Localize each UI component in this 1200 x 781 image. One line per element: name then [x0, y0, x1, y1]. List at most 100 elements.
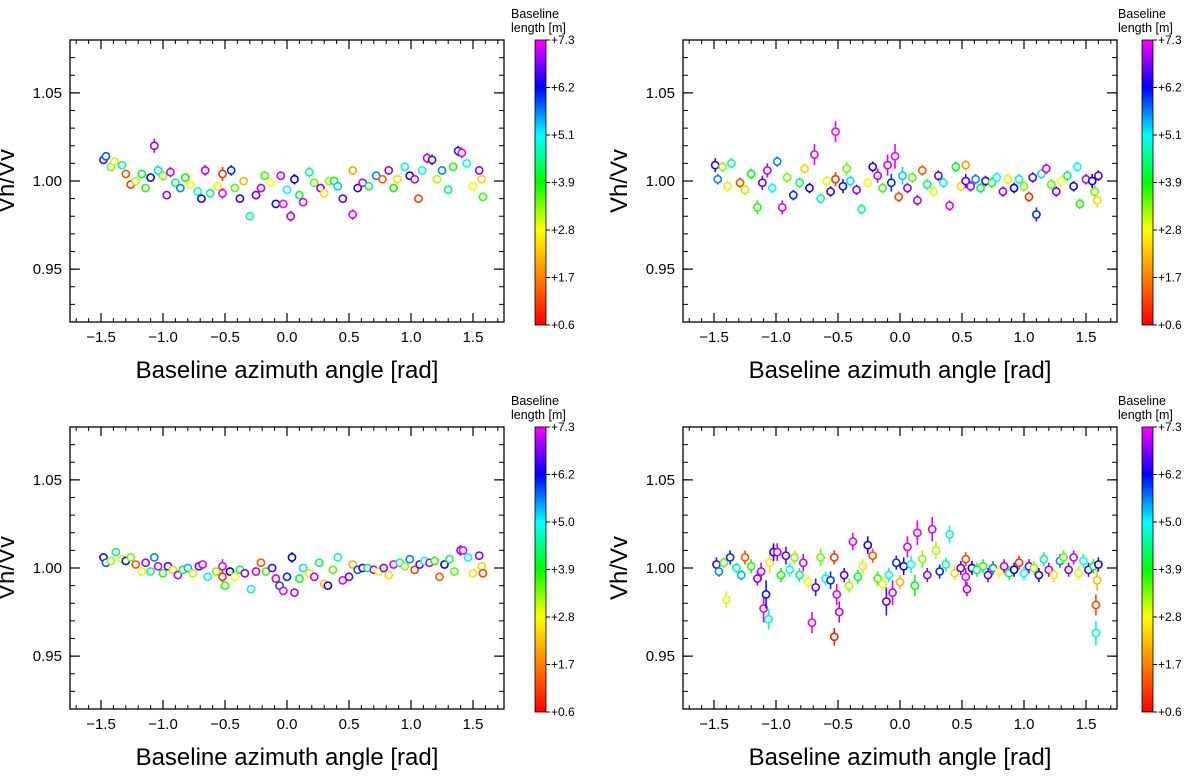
x-tick-label: 0.0: [890, 329, 911, 346]
data-point: [344, 572, 354, 582]
data-point: [898, 171, 907, 181]
data-point: [309, 178, 319, 188]
data-point: [149, 141, 159, 151]
data-point: [278, 199, 288, 209]
data-point: [276, 171, 286, 181]
data-point: [822, 176, 832, 186]
data-point: [146, 173, 155, 182]
data-point: [853, 572, 863, 582]
data-point: [271, 574, 281, 583]
data-point: [131, 560, 141, 569]
data-point: [795, 570, 804, 580]
data-point: [863, 540, 873, 550]
colorbar-tick-label: +6.2: [551, 81, 575, 95]
data-point: [736, 570, 746, 580]
colorbar-tick-label: +1.7: [551, 271, 575, 285]
data-point: [1063, 171, 1072, 181]
data-point: [183, 563, 193, 573]
data-point: [1091, 600, 1101, 610]
x-axis-label: Baseline azimuth angle [rad]: [136, 744, 439, 771]
colorbar-tick-label: +3.9: [1158, 563, 1182, 577]
data-point: [790, 553, 799, 562]
data-point: [878, 183, 888, 193]
y-axis-label: Vh/Vv: [0, 149, 20, 213]
data-point: [782, 173, 792, 182]
data-point: [478, 192, 488, 202]
data-point: [951, 162, 961, 172]
data-point: [800, 164, 809, 174]
data-point: [435, 572, 444, 582]
data-point: [200, 166, 210, 175]
data-point: [718, 162, 728, 172]
y-tick-label: 1.05: [33, 472, 62, 489]
data-point: [430, 556, 439, 566]
data-point: [348, 166, 358, 175]
data-point: [457, 148, 467, 158]
data-point: [213, 181, 222, 191]
data-point: [1059, 553, 1069, 562]
data-point: [1075, 199, 1085, 209]
data-point: [1009, 565, 1019, 575]
data-point: [101, 151, 111, 161]
data-point: [230, 183, 240, 193]
data-point: [137, 567, 147, 576]
data-point: [468, 568, 478, 578]
data-point: [468, 181, 478, 191]
data-point: [168, 565, 178, 575]
data-point: [846, 176, 855, 186]
data-point: [858, 561, 868, 571]
data-point: [226, 166, 236, 175]
data-point: [1019, 181, 1029, 191]
colorbar-title: Baseline: [1118, 394, 1166, 408]
colorbar-tick-label: +0.6: [1158, 705, 1182, 719]
data-point: [203, 572, 213, 582]
data-point: [121, 169, 131, 179]
data-point: [353, 183, 363, 193]
data-point: [983, 570, 993, 580]
x-tick-label: −1.5: [699, 716, 729, 733]
data-point: [218, 169, 227, 179]
data-points: [712, 516, 1103, 646]
data-point: [1092, 575, 1102, 585]
data-point: [1036, 169, 1046, 179]
data-point: [267, 563, 277, 573]
data-point: [290, 174, 299, 184]
colorbar-tick-label: +5.1: [1158, 128, 1182, 142]
data-point: [1079, 556, 1088, 566]
data-point: [945, 530, 954, 539]
data-point: [333, 553, 343, 562]
data-point: [767, 183, 777, 193]
y-axis-label: Vh/Vv: [0, 536, 20, 600]
data-point: [1094, 560, 1103, 569]
data-point: [829, 632, 839, 642]
data-point: [478, 568, 488, 578]
colorbar-title: length [m]: [1118, 408, 1173, 422]
data-point: [922, 570, 932, 580]
colorbar: [534, 39, 547, 326]
y-tick-label: 1.00: [33, 173, 62, 190]
colorbar-tick-label: +2.8: [1158, 223, 1182, 237]
data-point: [1094, 171, 1103, 181]
data-point: [405, 554, 415, 564]
data-point: [931, 545, 941, 555]
data-point: [868, 162, 878, 172]
data-point: [106, 556, 116, 566]
data-point: [1051, 187, 1061, 196]
data-point: [740, 185, 750, 195]
data-point: [1069, 553, 1078, 562]
data-point: [417, 166, 427, 175]
data-point: [956, 563, 966, 573]
colorbar: [1141, 39, 1154, 326]
data-point: [992, 173, 1002, 182]
data-point: [437, 166, 447, 175]
data-point: [440, 560, 449, 569]
data-point: [474, 166, 484, 175]
data-point: [1034, 570, 1044, 580]
x-tick-label: 1.5: [1076, 716, 1097, 733]
data-point: [218, 572, 227, 582]
data-point: [389, 183, 399, 193]
data-point: [922, 180, 932, 189]
data-point: [785, 565, 795, 575]
data-point: [111, 547, 121, 557]
